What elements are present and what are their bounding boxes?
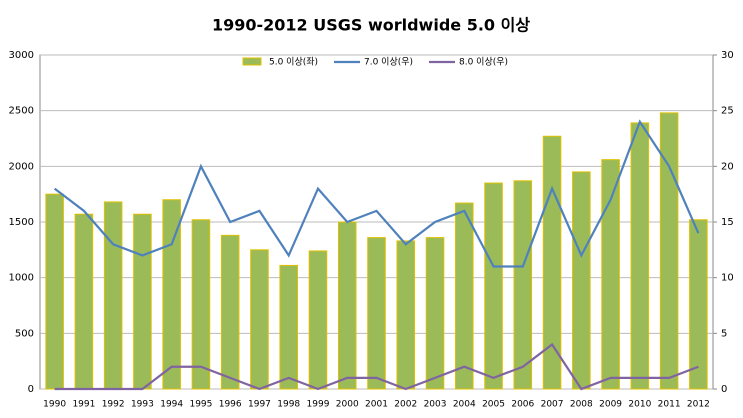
bar — [513, 180, 533, 390]
y2-tick-label: 10 — [721, 273, 734, 284]
y2-tick-label: 0 — [721, 384, 727, 395]
bar — [689, 219, 708, 390]
bar — [542, 135, 562, 390]
bar — [396, 240, 416, 390]
bar — [601, 159, 620, 390]
x-tick-label: 1994 — [160, 400, 183, 410]
x-tick-label: 1999 — [307, 400, 330, 410]
x-tick-label: 1997 — [248, 400, 271, 410]
x-tick-label: 2009 — [599, 400, 622, 410]
y2-tick-label: 30 — [721, 50, 734, 61]
x-tick-label: 2001 — [365, 400, 388, 410]
bar — [45, 193, 64, 390]
chart-title: 1990-2012 USGS worldwide 5.0 이상 — [212, 16, 530, 35]
x-tick-label: 1990 — [43, 400, 66, 410]
y-tick-label: 0 — [28, 384, 34, 395]
bar — [74, 213, 94, 390]
y2-tick-label: 20 — [721, 161, 734, 172]
y2-tick-label: 5 — [721, 328, 727, 339]
y-tick-label: 3000 — [9, 50, 34, 61]
x-tick-label: 2006 — [511, 400, 534, 410]
bar — [630, 122, 650, 390]
bar — [425, 237, 445, 390]
x-tick-label: 1992 — [102, 400, 125, 410]
x-tick-label: 2011 — [658, 400, 681, 410]
x-tick-label: 1996 — [219, 400, 242, 410]
bar — [250, 249, 269, 390]
x-tick-label: 1995 — [189, 400, 212, 410]
x-tick-label: 2008 — [570, 400, 593, 410]
y-tick-label: 1500 — [9, 217, 34, 228]
legend-label: 5.0 이상(좌) — [269, 57, 318, 68]
line — [54, 342, 699, 391]
bar — [220, 234, 240, 390]
y-tick-label: 2500 — [9, 106, 34, 117]
x-tick-label: 2002 — [394, 400, 417, 410]
x-tick-label: 2007 — [541, 400, 564, 410]
legend-label: 8.0 이상(우) — [459, 57, 508, 68]
x-tick-label: 2004 — [453, 400, 476, 410]
legend-swatch — [242, 57, 262, 66]
y2-tick-label: 25 — [721, 106, 734, 117]
x-tick-label: 1993 — [131, 400, 154, 410]
x-tick-label: 1998 — [277, 400, 300, 410]
y-tick-label: 1000 — [9, 273, 34, 284]
legend-label: 7.0 이상(우) — [364, 57, 413, 68]
bar — [191, 219, 211, 390]
bar — [484, 182, 503, 390]
bar — [133, 213, 152, 390]
x-tick-label: 2003 — [424, 400, 447, 410]
bar — [279, 264, 298, 390]
y2-tick-label: 15 — [721, 217, 734, 228]
x-tick-label: 2012 — [687, 400, 710, 410]
x-tick-label: 1991 — [72, 400, 95, 410]
bar — [455, 202, 474, 390]
bar — [103, 201, 123, 390]
bar — [337, 221, 357, 390]
y-tick-label: 2000 — [9, 161, 34, 172]
bar — [367, 237, 386, 390]
y-tick-label: 500 — [15, 328, 34, 339]
x-tick-label: 2005 — [482, 400, 505, 410]
bar — [572, 171, 591, 390]
x-tick-label: 2000 — [336, 400, 359, 410]
x-tick-label: 2010 — [628, 400, 651, 410]
bar — [308, 250, 328, 390]
line — [53, 119, 700, 268]
bar — [659, 112, 679, 390]
